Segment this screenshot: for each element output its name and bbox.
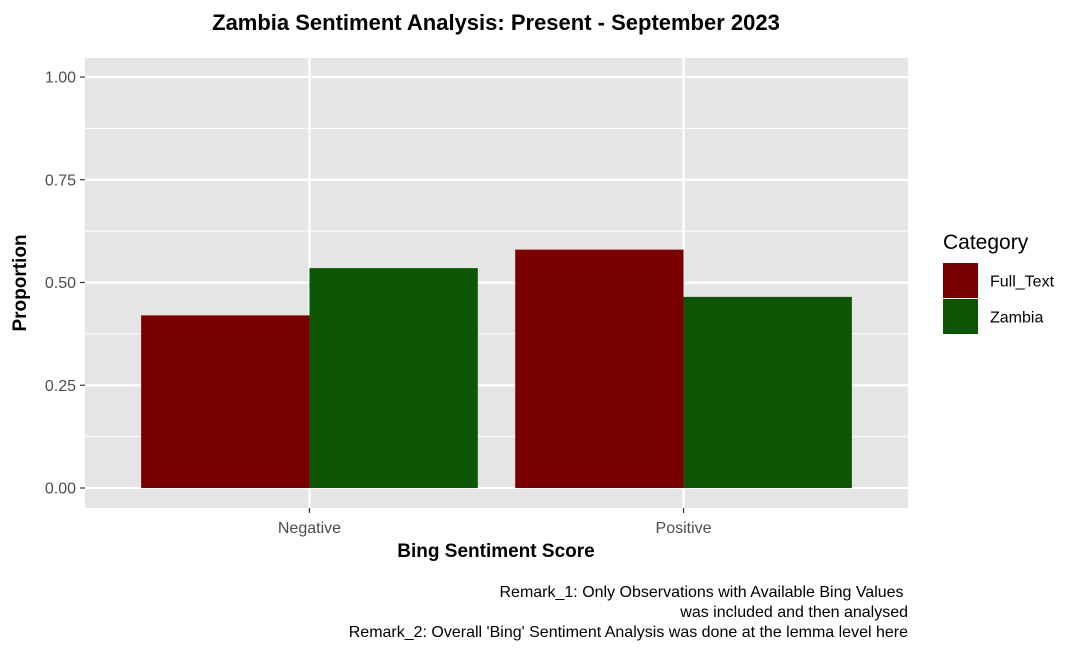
legend-label-full-text: Full_Text [990, 274, 1055, 291]
bar-zambia-positive [683, 296, 852, 488]
bar-full-text-negative [141, 315, 310, 488]
caption-line-2: was included and then analysed [679, 604, 908, 621]
bars-group [141, 249, 852, 488]
legend-key-zambia [943, 299, 978, 334]
y-tick-label: 1.00 [45, 70, 76, 87]
legend-label-zambia: Zambia [990, 310, 1043, 327]
bar-full-text-positive [515, 249, 684, 488]
x-tick-label-negative: Negative [278, 520, 341, 537]
caption-line-1: Remark_1: Only Observations with Availab… [500, 584, 909, 601]
x-tick-label-positive: Positive [656, 520, 712, 537]
legend: Category Full_Text Zambia [943, 231, 1055, 334]
bar-zambia-negative [309, 268, 478, 488]
y-tick-label: 0.00 [45, 481, 76, 498]
x-axis-title: Bing Sentiment Score [397, 541, 594, 562]
y-tick-label: 0.25 [45, 378, 76, 395]
legend-title: Category [943, 231, 1029, 254]
chart-title: Zambia Sentiment Analysis: Present - Sep… [212, 10, 780, 35]
caption-line-3: Remark_2: Overall 'Bing' Sentiment Analy… [349, 624, 908, 641]
y-axis-title: Proportion [10, 234, 31, 331]
legend-key-full-text [943, 263, 978, 298]
y-tick-label: 0.75 [45, 172, 76, 189]
y-axis: 0.00 0.25 0.50 0.75 1.00 [45, 70, 85, 498]
caption: Remark_1: Only Observations with Availab… [349, 584, 908, 641]
x-axis: Negative Positive [278, 508, 712, 537]
y-tick-label: 0.50 [45, 275, 76, 292]
